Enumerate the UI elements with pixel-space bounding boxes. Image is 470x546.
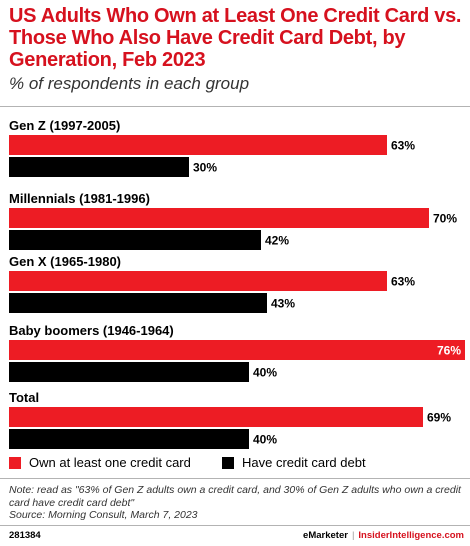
bar-debt <box>9 362 249 382</box>
legend: Own at least one credit card Have credit… <box>9 455 464 471</box>
category-label: Millennials (1981-1996) <box>9 191 150 206</box>
data-label: 42% <box>265 234 289 248</box>
bar-own <box>9 135 387 155</box>
chart-subtitle: % of respondents in each group <box>9 74 250 93</box>
brand: eMarketer | InsiderIntelligence.com <box>303 530 464 541</box>
legend-swatch-debt <box>222 456 234 469</box>
category-label: Gen X (1965-1980) <box>9 254 121 269</box>
data-label: 40% <box>253 433 277 447</box>
bar-own <box>9 208 429 228</box>
brand-insider-intelligence: InsiderIntelligence.com <box>358 530 464 541</box>
data-label: 43% <box>271 297 295 311</box>
note-text: Note: read as "63% of Gen Z adults own a… <box>9 484 461 509</box>
chart-id: 281384 <box>9 530 41 541</box>
data-label: 70% <box>433 212 457 226</box>
bar-own <box>9 340 465 360</box>
bar-debt <box>9 429 249 449</box>
category-label: Baby boomers (1946-1964) <box>9 323 174 338</box>
data-label: 40% <box>253 366 277 380</box>
data-label: 63% <box>391 139 415 153</box>
bar-own <box>9 271 387 291</box>
data-label: 63% <box>391 275 415 289</box>
divider <box>0 525 470 526</box>
footnotes: Note: read as "63% of Gen Z adults own a… <box>9 484 464 522</box>
legend-item-own: Own at least one credit card <box>9 455 191 470</box>
bar-debt <box>9 230 261 250</box>
title-block: US Adults Who Own at Least One Credit Ca… <box>9 5 464 94</box>
legend-swatch-own <box>9 456 21 469</box>
brand-separator: | <box>351 530 355 541</box>
divider <box>0 106 470 107</box>
brand-emarketer: eMarketer <box>303 530 348 541</box>
footer: 281384 eMarketer | InsiderIntelligence.com <box>9 530 464 542</box>
legend-label-debt: Have credit card debt <box>242 455 366 470</box>
data-label: 30% <box>193 161 217 175</box>
source-text: Source: Morning Consult, March 7, 2023 <box>9 509 198 521</box>
data-label: 76% <box>437 344 461 358</box>
legend-label-own: Own at least one credit card <box>29 455 191 470</box>
chart-title: US Adults Who Own at Least One Credit Ca… <box>9 5 462 71</box>
data-label: 69% <box>427 411 451 425</box>
legend-item-debt: Have credit card debt <box>222 455 366 470</box>
category-label: Gen Z (1997-2005) <box>9 118 120 133</box>
bar-debt <box>9 157 189 177</box>
bar-chart: Gen Z (1997-2005) 63% 30% Millennials (1981… <box>9 118 465 449</box>
divider <box>0 478 470 479</box>
bar-own <box>9 407 423 427</box>
bar-debt <box>9 293 267 313</box>
category-label: Total <box>9 390 39 405</box>
